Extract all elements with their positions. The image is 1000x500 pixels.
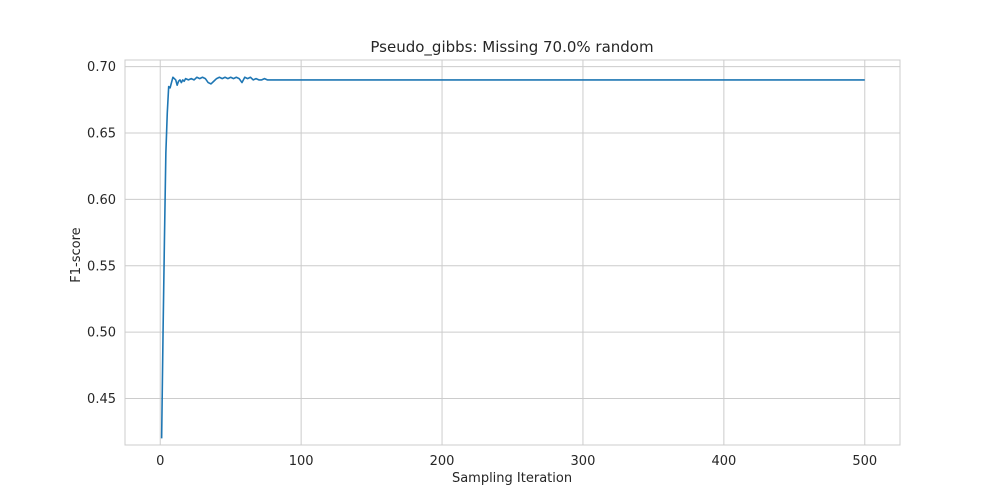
- series-line: [160, 76, 865, 439]
- series-layer: [160, 76, 865, 439]
- x-tick-label: 200: [430, 454, 455, 469]
- tick-labels: 0 100 200 300 400 500 0.45 0.50 0.55 0.60 0.65 0.70: [87, 60, 877, 469]
- y-tick-label: 0.45: [87, 392, 116, 407]
- y-tick-label: 0.55: [87, 259, 116, 274]
- y-tick-label: 0.65: [87, 127, 116, 142]
- grid: [125, 60, 900, 445]
- x-axis-label: Sampling Iteration: [452, 471, 572, 486]
- x-tick-label: 100: [289, 454, 314, 469]
- x-tick-label: 300: [571, 454, 596, 469]
- x-tick-label: 500: [852, 454, 877, 469]
- y-axis-label: F1-score: [69, 227, 84, 282]
- y-tick-label: 0.60: [87, 193, 116, 208]
- x-tick-label: 0: [156, 454, 164, 469]
- plot-frame: [124, 59, 901, 446]
- x-tick-label: 400: [711, 454, 736, 469]
- y-tick-label: 0.50: [87, 326, 116, 341]
- chart-title: Pseudo_gibbs: Missing 70.0% random: [370, 38, 653, 57]
- y-tick-label: 0.70: [87, 60, 116, 75]
